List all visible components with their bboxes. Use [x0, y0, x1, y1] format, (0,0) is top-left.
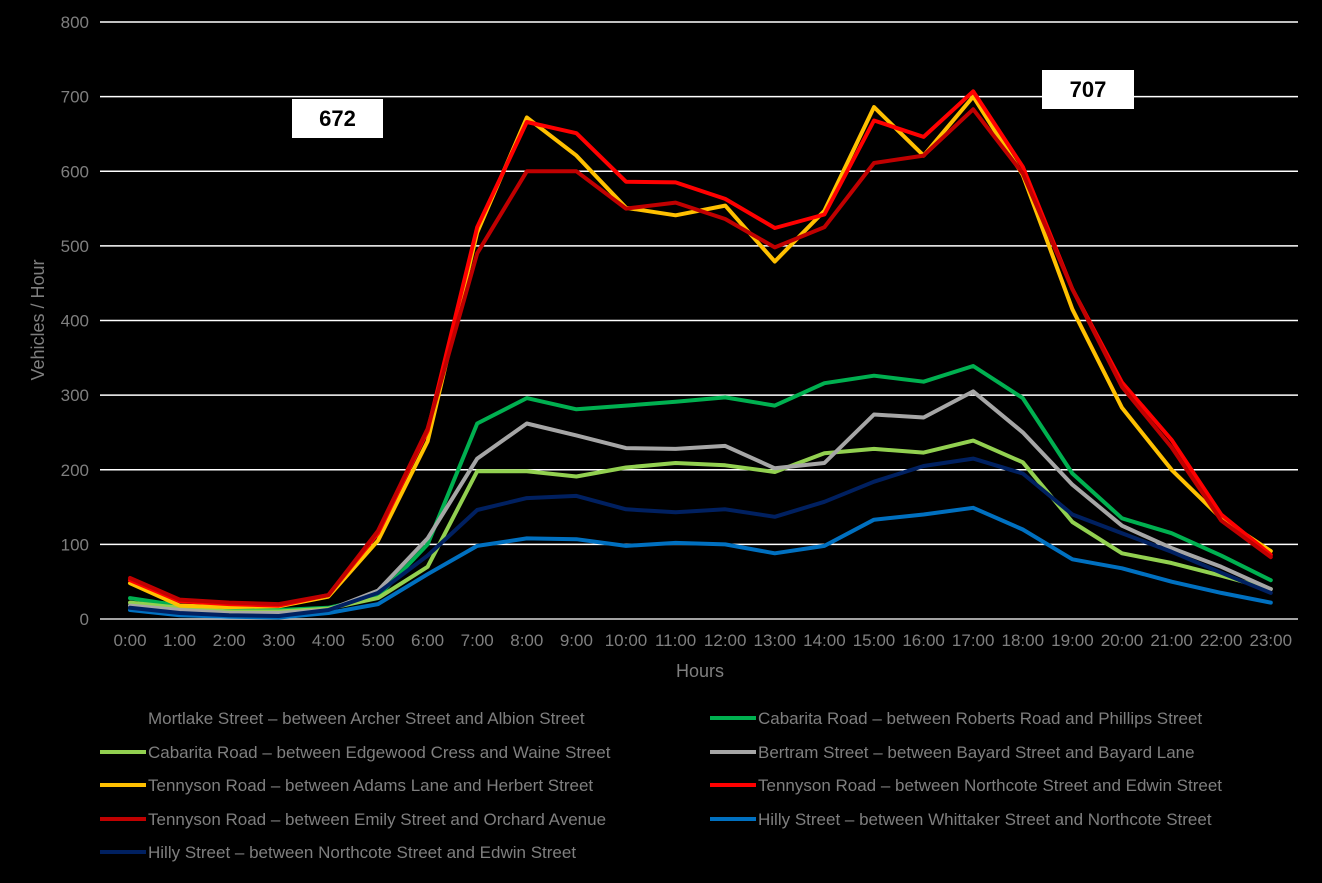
x-tick-label: 9:00 [560, 631, 593, 650]
x-tick-label: 11:00 [655, 631, 696, 650]
x-tick-label: 10:00 [605, 631, 648, 650]
x-axis-title: Hours [676, 661, 724, 681]
y-axis-ticks: 0 100 200 300 400 500 600 700 800 [61, 13, 89, 629]
series-line-8 [128, 456, 1273, 618]
x-tick-label: 19:00 [1051, 631, 1094, 650]
series-line-4 [128, 94, 1273, 610]
legend-label: Cabarita Road – between Edgewood Cress a… [148, 743, 611, 762]
series-line-3 [128, 389, 1273, 615]
x-tick-label: 13:00 [754, 631, 797, 650]
x-tick-label: 22:00 [1200, 631, 1243, 650]
callout-evening: 707 [1042, 70, 1134, 109]
x-tick-label: 14:00 [803, 631, 846, 650]
x-tick-label: 21:00 [1150, 631, 1193, 650]
y-axis-title: Vehicles / Hour [28, 259, 48, 380]
callout-evening-label: 707 [1070, 77, 1107, 102]
x-tick-label: 6:00 [411, 631, 444, 650]
legend-item: Bertram Street – between Bayard Street a… [710, 743, 1195, 762]
legend-label: Cabarita Road – between Roberts Road and… [758, 709, 1202, 728]
legend-item: Hilly Street – between Whittaker Street … [710, 810, 1212, 829]
callout-morning-label: 672 [319, 106, 356, 131]
legend-item: Cabarita Road – between Edgewood Cress a… [100, 743, 611, 762]
y-tick-label: 600 [61, 162, 89, 181]
x-tick-label: 2:00 [213, 631, 246, 650]
series-line-5 [128, 89, 1273, 608]
x-tick-label: 5:00 [361, 631, 394, 650]
legend-label: Tennyson Road – between Emily Street and… [148, 810, 606, 829]
series-line-6 [128, 107, 1273, 607]
gridlines [100, 21, 1298, 620]
x-axis-ticks: 0:00 1:00 2:00 3:00 4:00 5:00 6:00 7:00 8:00 9:00… [113, 631, 1292, 650]
x-tick-label: 8:00 [510, 631, 543, 650]
callout-morning-box [292, 99, 383, 138]
y-tick-label: 800 [61, 13, 89, 32]
y-tick-label: 300 [61, 386, 89, 405]
y-tick-label: 700 [61, 88, 89, 107]
x-tick-label: 15:00 [853, 631, 896, 650]
legend: Mortlake Street – between Archer Street … [100, 709, 1222, 862]
legend-item: Tennyson Road – between Northcote Street… [710, 776, 1222, 795]
x-tick-label: 4:00 [312, 631, 345, 650]
legend-label: Bertram Street – between Bayard Street a… [758, 743, 1195, 762]
x-tick-label: 3:00 [262, 631, 295, 650]
series-line-7 [128, 505, 1273, 620]
series-line-1 [128, 364, 1273, 612]
legend-label: Tennyson Road – between Adams Lane and H… [148, 776, 593, 795]
x-tick-label: 12:00 [704, 631, 747, 650]
x-tick-label: 1:00 [163, 631, 196, 650]
x-tick-label: 17:00 [952, 631, 995, 650]
y-tick-label: 0 [80, 610, 89, 629]
legend-item: Cabarita Road – between Roberts Road and… [710, 709, 1202, 728]
x-tick-label: 23:00 [1250, 631, 1293, 650]
legend-label: Tennyson Road – between Northcote Street… [758, 776, 1222, 795]
y-tick-label: 500 [61, 237, 89, 256]
x-tick-label: 18:00 [1002, 631, 1045, 650]
series-lines [128, 89, 1273, 620]
callout-evening-box [1042, 70, 1134, 109]
legend-item: Tennyson Road – between Emily Street and… [100, 810, 606, 829]
legend-label: Mortlake Street – between Archer Street … [148, 709, 585, 728]
y-tick-label: 400 [61, 312, 89, 331]
callout-morning: 672 [292, 99, 383, 138]
legend-item: Mortlake Street – between Archer Street … [100, 709, 585, 728]
legend-item: Tennyson Road – between Adams Lane and H… [100, 776, 593, 795]
legend-label: Hilly Street – between Northcote Street … [148, 843, 576, 862]
x-tick-label: 20:00 [1101, 631, 1144, 650]
y-tick-label: 100 [61, 535, 89, 554]
legend-item: Hilly Street – between Northcote Street … [100, 843, 576, 862]
y-tick-label: 200 [61, 461, 89, 480]
x-tick-label: 7:00 [461, 631, 494, 650]
x-tick-label: 0:00 [113, 631, 146, 650]
x-tick-label: 16:00 [902, 631, 945, 650]
legend-label: Hilly Street – between Whittaker Street … [758, 810, 1212, 829]
